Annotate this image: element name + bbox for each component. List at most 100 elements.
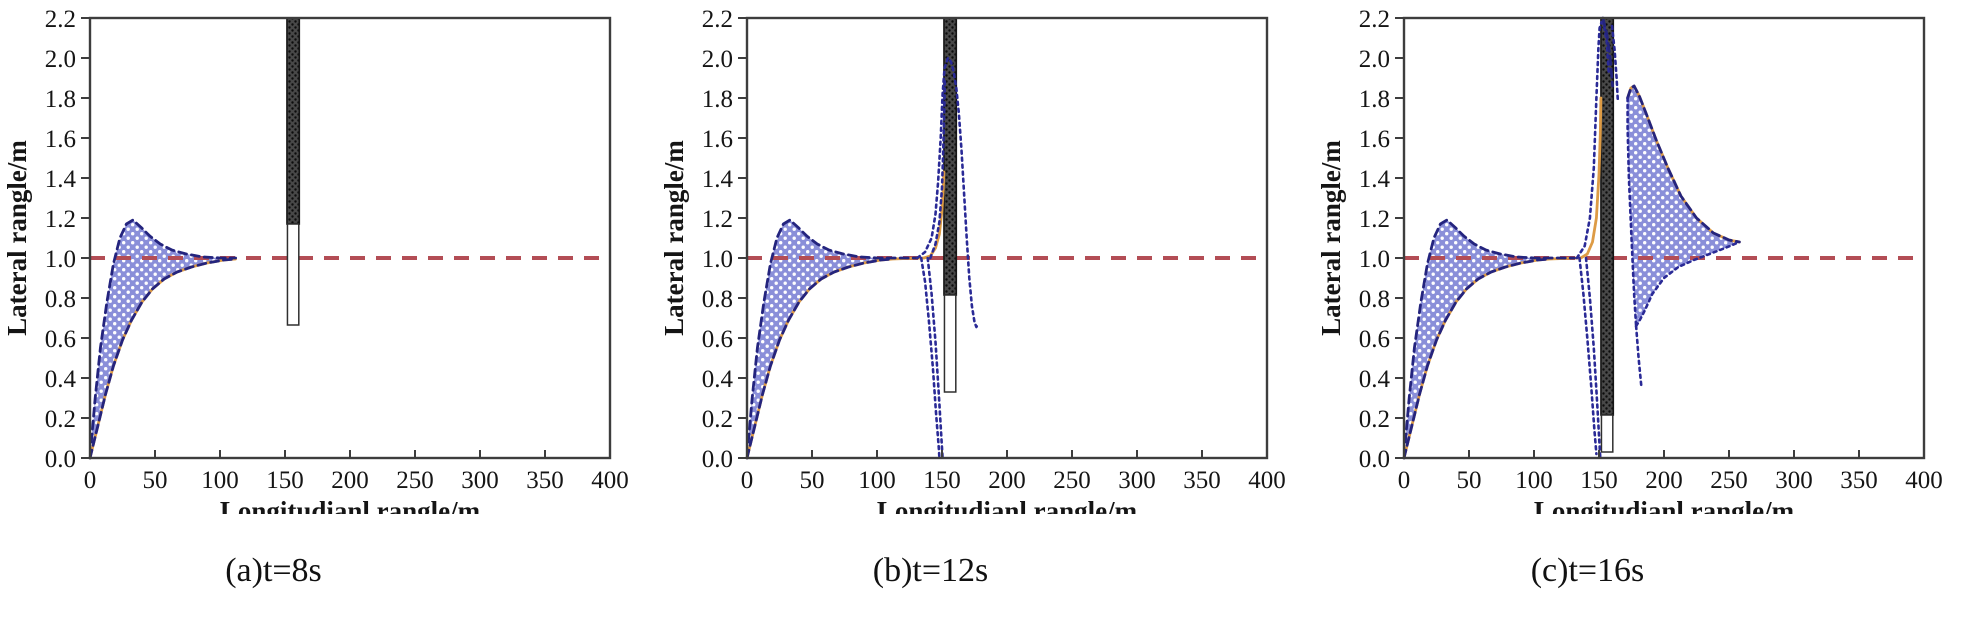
series-spike-crown-dashed	[1601, 16, 1614, 88]
y-tick-label: 0.4	[702, 366, 734, 393]
y-tick-label: 0.4	[45, 366, 77, 393]
x-tick-label: 300	[461, 467, 499, 494]
x-axis-label: Longitudianl rangle/m	[220, 496, 481, 514]
chart-canvas-b: 0 50 100 150 200 250 300 350 400 0.0 0.2 0.4 0.6 0.8 1…	[659, 6, 1286, 514]
chart-panel-c: 0 50 100 150 200 250 300 350 400 0.0 0.2 0.4 0.6 0.8 1…	[1314, 2, 1971, 590]
y-tick-label: 0.2	[45, 406, 76, 433]
x-tick-label: 250	[1053, 467, 1091, 494]
x-tick-label: 400	[1248, 467, 1286, 494]
series-right-envelope-left-edge-dashed	[1626, 96, 1638, 328]
pile-exposed-part	[943, 294, 957, 393]
x-tick-label: 0	[84, 467, 97, 494]
series-envelope-lower-dashed	[88, 257, 237, 460]
x-tick-label: 50	[800, 467, 825, 494]
y-tick-label: 2.0	[45, 46, 76, 73]
caption-b-text: (b)t=12s	[872, 552, 989, 589]
wave-envelope-figure: 0 50 100 150 200 250 300 350 400 0.0 0.2 0.4 0.6 0.8 1…	[0, 2, 1971, 590]
y-tick-label: 2.2	[1359, 6, 1390, 33]
x-tick-label: 50	[143, 467, 168, 494]
caption-a-text: (a)t=8s	[225, 552, 322, 589]
x-tick-label: 150	[266, 467, 304, 494]
y-tick-label: 2.2	[45, 6, 76, 33]
x-axis-label: Longitudianl rangle/m	[877, 496, 1138, 514]
y-tick-label: 1.6	[1359, 126, 1390, 153]
pile-exposed-part	[286, 223, 300, 326]
chart-canvas-a: 0 50 100 150 200 250 300 350 400 0.0 0.2 0.4 0.6 0.8 1…	[2, 6, 629, 514]
y-tick-label: 2.0	[702, 46, 733, 73]
series-trough-dashed-2	[926, 256, 944, 460]
y-tick-label: 1.0	[702, 246, 733, 273]
series-trough-dashed-1	[919, 256, 941, 460]
y-tick-label: 1.8	[1359, 86, 1390, 113]
y-tick-label: 0.8	[1359, 286, 1390, 313]
x-tick-label: 150	[923, 467, 961, 494]
chart-panel-a: 0 50 100 150 200 250 300 350 400 0.0 0.2 0.4 0.6 0.8 1…	[0, 2, 657, 590]
series-spike-left-outer-dashed	[916, 56, 980, 329]
x-tick-label: 200	[988, 467, 1026, 494]
y-tick-label: 1.6	[45, 126, 76, 153]
region-right-envelope	[1627, 86, 1740, 326]
y-tick-label: 1.4	[702, 166, 734, 193]
y-tick-label: 1.2	[702, 206, 733, 233]
x-tick-label: 300	[1775, 467, 1813, 494]
y-tick-label: 1.8	[45, 86, 76, 113]
y-tick-label: 2.2	[702, 6, 733, 33]
y-tick-label: 0.4	[1359, 366, 1391, 393]
series-envelope-upper-dashed	[89, 218, 237, 444]
y-tick-label: 0.2	[702, 406, 733, 433]
caption-c-text: (c)t=16s	[1530, 552, 1645, 589]
series-envelope-lower-dashed	[745, 257, 894, 460]
y-tick-label: 1.4	[45, 166, 77, 193]
series-spike-left-tall-dashed	[1575, 20, 1611, 260]
chart-canvas-c: 0 50 100 150 200 250 300 350 400 0.0 0.2 0.4 0.6 0.8 1…	[1316, 6, 1943, 514]
x-tick-label: 100	[201, 467, 239, 494]
series-trough-dashed-1	[1578, 256, 1598, 456]
y-axis-label: Lateral rangle/m	[659, 140, 689, 336]
plot-border	[88, 16, 612, 460]
x-tick-label: 250	[396, 467, 434, 494]
y-tick-label: 1.2	[45, 206, 76, 233]
x-tick-label: 300	[1118, 467, 1156, 494]
x-tick-label: 350	[526, 467, 564, 494]
x-tick-label: 100	[1515, 467, 1553, 494]
y-tick-label: 0.6	[1359, 326, 1390, 353]
region-left-envelope	[1404, 220, 1550, 458]
caption-b: (b)t=12s	[657, 552, 1314, 590]
y-axis-label: Lateral rangle/m	[1316, 140, 1346, 336]
y-tick-label: 1.8	[702, 86, 733, 113]
y-tick-label: 0.8	[702, 286, 733, 313]
x-tick-label: 100	[858, 467, 896, 494]
caption-a: (a)t=8s	[0, 552, 657, 590]
y-tick-label: 0.0	[702, 446, 733, 473]
pile-submerged-part	[286, 17, 301, 225]
y-tick-label: 0.0	[1359, 446, 1390, 473]
series-envelope-lower-dashed	[1402, 257, 1551, 460]
x-tick-label: 200	[1645, 467, 1683, 494]
series-right-envelope-tail-dashed	[1634, 324, 1643, 388]
series-trough-dashed-2	[1584, 256, 1602, 460]
y-tick-label: 0.0	[45, 446, 76, 473]
x-tick-label: 400	[591, 467, 629, 494]
series-orange-runup-pile-left	[1579, 96, 1603, 260]
chart-panel-b: 0 50 100 150 200 250 300 350 400 0.0 0.2 0.4 0.6 0.8 1…	[657, 2, 1314, 590]
region-left-envelope	[90, 220, 236, 458]
x-tick-label: 150	[1580, 467, 1618, 494]
y-tick-label: 2.0	[1359, 46, 1390, 73]
pile-exposed-part	[1600, 414, 1614, 453]
series-right-envelope-bottom-dashed	[1634, 240, 1741, 328]
region-left-envelope	[747, 220, 893, 458]
x-tick-label: 50	[1457, 467, 1482, 494]
series-envelope-upper-dashed	[746, 218, 919, 444]
y-tick-label: 0.6	[45, 326, 76, 353]
x-tick-label: 0	[741, 467, 754, 494]
y-tick-label: 0.6	[702, 326, 733, 353]
y-tick-label: 1.4	[1359, 166, 1391, 193]
y-tick-label: 0.8	[45, 286, 76, 313]
plot-border	[745, 16, 1269, 460]
x-axis-label: Longitudianl rangle/m	[1534, 496, 1795, 514]
y-tick-label: 0.2	[1359, 406, 1390, 433]
series-envelope-upper-dashed	[1403, 218, 1576, 444]
y-tick-label: 1.2	[1359, 206, 1390, 233]
y-tick-label: 1.6	[702, 126, 733, 153]
x-tick-label: 250	[1710, 467, 1748, 494]
